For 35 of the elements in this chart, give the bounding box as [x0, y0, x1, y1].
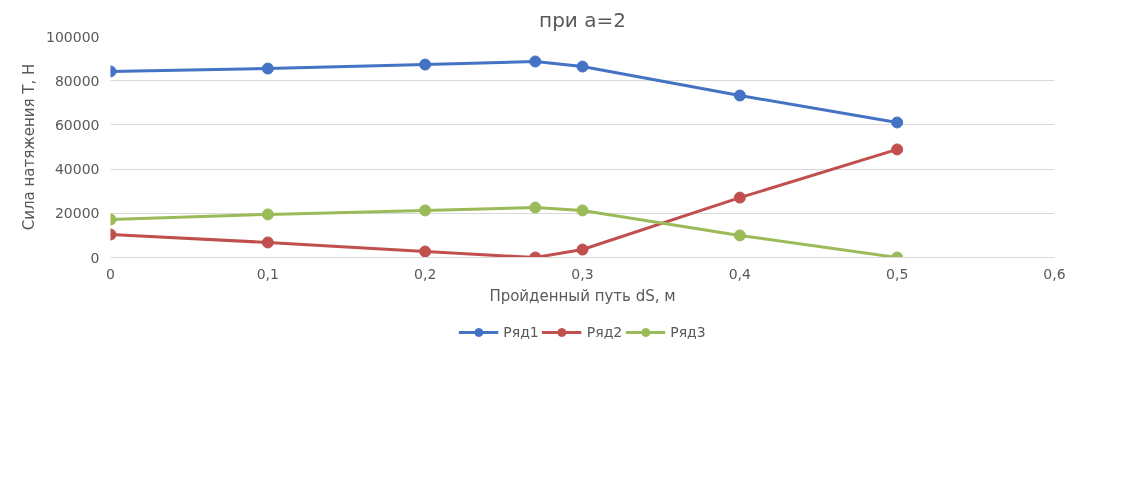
legend-label: Ряд3 — [670, 324, 706, 340]
x-tick-label: 0,4 — [728, 265, 752, 282]
point — [576, 243, 589, 256]
point — [419, 58, 432, 71]
x-axis-title: Пройденный путь dS, м — [489, 286, 676, 305]
y-tick-label: 100000 — [46, 28, 100, 45]
x-tick-label: 0,3 — [571, 265, 594, 282]
y-axis-title: Сила натяжения T, Н — [20, 63, 39, 231]
point — [419, 204, 432, 217]
y-tick-label: 80000 — [54, 72, 100, 89]
x-tick-label: 0,2 — [414, 265, 437, 282]
point — [261, 208, 274, 221]
point — [261, 236, 274, 249]
y-tick-label: 60000 — [54, 116, 100, 133]
legend-label: Ряд1 — [503, 324, 539, 340]
point — [529, 201, 542, 214]
point — [576, 204, 589, 217]
point — [576, 60, 589, 73]
x-tick-label: 0,5 — [886, 265, 909, 282]
point — [529, 55, 542, 68]
y-tick-label: 40000 — [54, 161, 100, 178]
point — [419, 245, 432, 258]
x-tick-label: 0,6 — [1043, 265, 1066, 282]
y-tick-label: 20000 — [54, 205, 100, 222]
point — [733, 229, 746, 242]
point — [733, 191, 746, 204]
legend-label: Ряд2 — [586, 324, 623, 340]
x-tick-label: 0 — [106, 265, 115, 282]
point — [733, 89, 746, 102]
chart-title: при a=2 — [539, 7, 626, 32]
point — [891, 116, 904, 129]
point — [261, 62, 274, 75]
point — [891, 143, 904, 156]
y-tick-label: 0 — [90, 249, 100, 266]
x-tick-label: 0,1 — [256, 265, 279, 282]
